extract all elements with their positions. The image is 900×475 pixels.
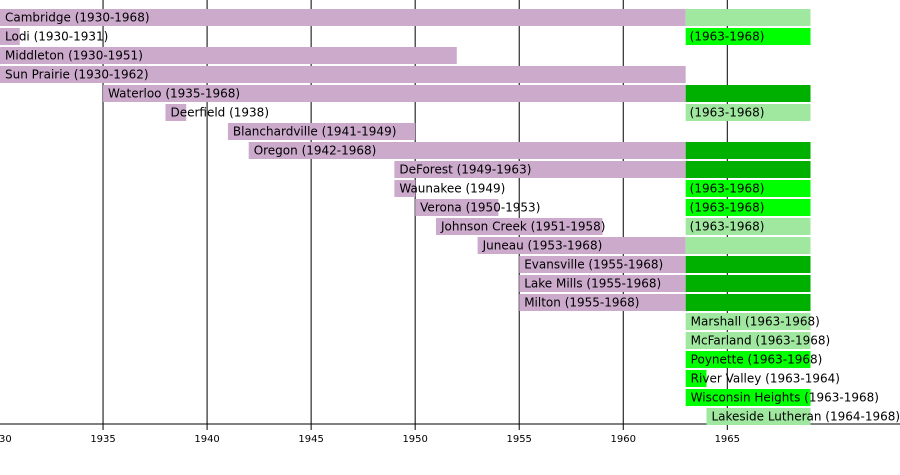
bar	[685, 142, 811, 159]
x-tick-label: 1960	[611, 434, 636, 445]
bar-label: (1963-1968)	[690, 30, 765, 44]
row-label: Lake Mills (1955-1968)	[524, 277, 661, 291]
row-label: Marshall (1963-1968)	[691, 315, 820, 329]
bar	[685, 85, 811, 102]
bar	[415, 199, 499, 216]
row-label: Waunakee (1949)	[399, 182, 505, 196]
row-label: Blanchardville (1941-1949)	[233, 125, 397, 139]
bar	[685, 294, 811, 311]
bar	[435, 218, 603, 235]
x-tick-label: 1930	[0, 434, 12, 445]
bar	[248, 142, 686, 159]
bar	[685, 104, 811, 121]
bar	[685, 161, 811, 178]
row-label: Lodi (1930-1931)	[5, 30, 108, 44]
bar	[685, 180, 811, 197]
row-label: Poynette (1963-1968)	[691, 353, 823, 367]
row-label: River Valley (1963-1964)	[691, 372, 840, 386]
row-label: Sun Prairie (1930-1962)	[5, 68, 149, 82]
bar-label: (1963-1968)	[690, 220, 765, 234]
bar	[706, 408, 811, 425]
bar	[165, 104, 187, 121]
bar	[0, 47, 457, 64]
bar-label: (1963-1968)	[690, 201, 765, 215]
bar-label: (1963-1968)	[690, 106, 765, 120]
bar	[685, 28, 811, 45]
row-label: Johnson Creek (1951-1958)	[440, 220, 605, 234]
bar	[685, 351, 811, 368]
bar	[685, 275, 811, 292]
bar	[0, 66, 686, 83]
bar	[685, 218, 811, 235]
bar	[685, 332, 811, 349]
x-tick-label: 1950	[402, 434, 427, 445]
x-tick-label: 1940	[194, 434, 219, 445]
row-label: McFarland (1963-1968)	[691, 334, 831, 348]
row-label: Evansville (1955-1968)	[524, 258, 663, 272]
bar-label: (1963-1968)	[690, 182, 765, 196]
bar	[685, 199, 811, 216]
row-label: Juneau (1953-1968)	[482, 239, 603, 253]
bar	[685, 9, 811, 26]
row-label: Middleton (1930-1951)	[5, 49, 143, 63]
bar	[0, 28, 20, 45]
bar	[685, 389, 811, 406]
row-label: Oregon (1942-1968)	[254, 144, 377, 158]
bar	[519, 256, 686, 273]
x-tick-label: 1935	[90, 434, 115, 445]
bar	[685, 313, 811, 330]
bar	[394, 180, 416, 197]
bar	[227, 123, 416, 140]
bar	[685, 237, 811, 254]
bar	[685, 256, 811, 273]
bar	[0, 9, 686, 26]
row-label: Verona (1950-1953)	[420, 201, 540, 215]
row-label: Deerfield (1938)	[170, 106, 269, 120]
bar	[394, 161, 686, 178]
x-tick-label: 1945	[298, 434, 323, 445]
bar	[519, 294, 686, 311]
bar	[477, 237, 686, 254]
row-label: Lakeside Lutheran (1964-1968)	[711, 410, 900, 424]
row-label: Cambridge (1930-1968)	[5, 11, 150, 25]
x-tick-label: 1955	[506, 434, 531, 445]
row-label: Milton (1955-1968)	[524, 296, 639, 310]
row-label: Waterloo (1935-1968)	[108, 87, 240, 101]
bar	[519, 275, 686, 292]
bar	[685, 370, 707, 387]
x-tick-label: 1965	[715, 434, 740, 445]
row-label: DeForest (1949-1963)	[399, 163, 531, 177]
bar	[103, 85, 686, 102]
row-label: Wisconsin Heights (1963-1968)	[691, 391, 879, 405]
